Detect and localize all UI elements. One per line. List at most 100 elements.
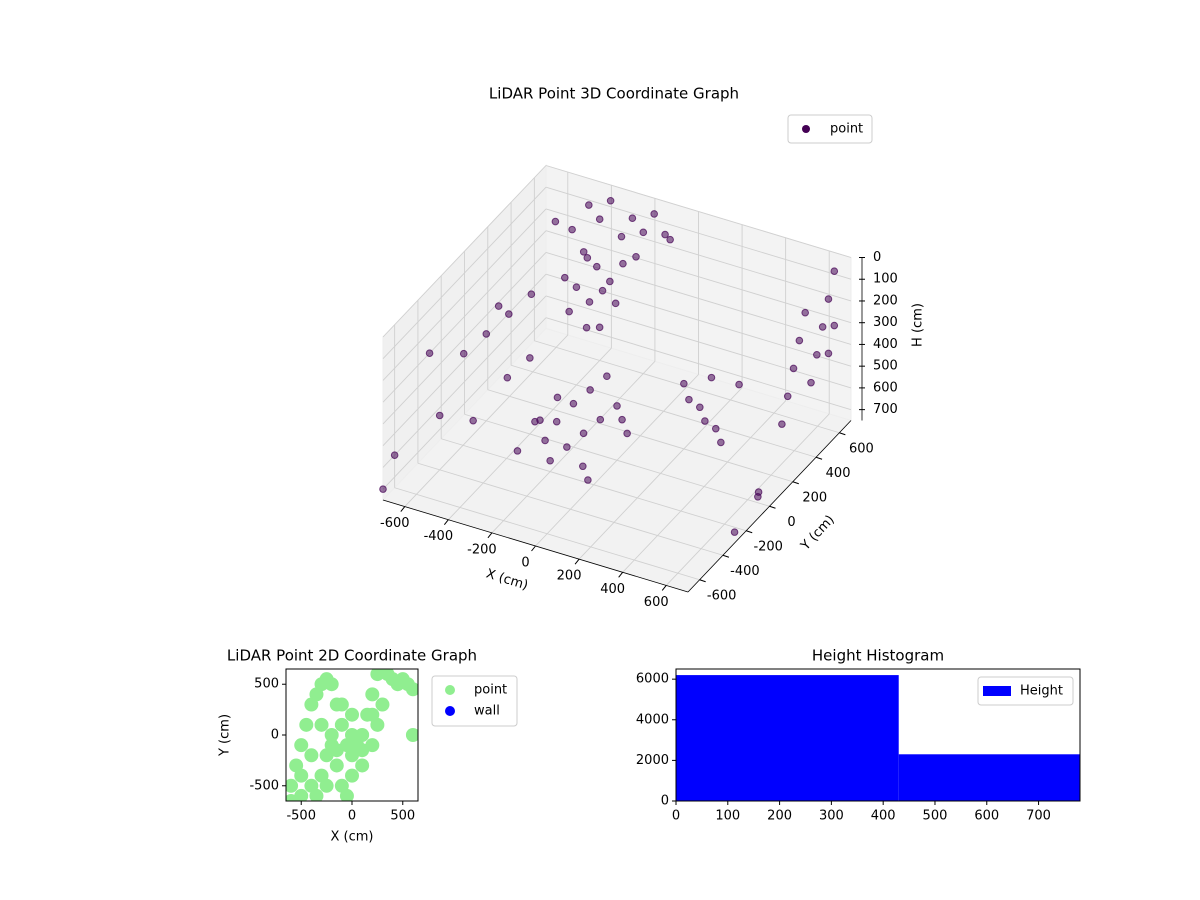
z-tick-label: 200 xyxy=(873,293,898,308)
point xyxy=(345,728,359,742)
point xyxy=(329,743,344,758)
y-tick-label: 6000 xyxy=(636,672,669,687)
point xyxy=(618,415,626,424)
y-tick-label: -200 xyxy=(753,539,783,554)
point xyxy=(628,214,637,222)
point xyxy=(685,395,693,404)
point xyxy=(405,682,418,697)
point xyxy=(286,778,299,793)
point xyxy=(613,402,621,410)
point xyxy=(603,372,611,381)
x-tick-label: -500 xyxy=(286,809,316,824)
point xyxy=(592,262,601,271)
point xyxy=(585,201,593,209)
y-tick-label: 0 xyxy=(661,794,669,809)
point xyxy=(546,456,554,465)
chart-title: LiDAR Point 2D Coordinate Graph xyxy=(227,647,477,665)
point xyxy=(623,429,631,438)
y-tick-label: 0 xyxy=(787,515,795,530)
point xyxy=(345,768,359,783)
y-tick-mark xyxy=(769,505,776,509)
point xyxy=(324,677,339,692)
z-tick-label: 500 xyxy=(873,359,898,374)
point xyxy=(379,485,387,493)
point xyxy=(425,349,434,358)
z-tick-label: 600 xyxy=(873,380,898,395)
x-tick-label: -400 xyxy=(424,529,454,544)
point xyxy=(494,302,503,310)
point xyxy=(619,259,627,268)
grid-line xyxy=(382,186,547,360)
point xyxy=(830,321,839,330)
legend-label: wall xyxy=(474,704,500,719)
point xyxy=(632,252,640,261)
point xyxy=(459,349,468,358)
point xyxy=(375,697,390,712)
point xyxy=(730,528,739,536)
x-axis-label: X (cm) xyxy=(331,830,374,845)
grid-line xyxy=(545,165,852,258)
y-axis-label: Y (cm) xyxy=(218,714,233,757)
point xyxy=(579,429,588,438)
point xyxy=(707,373,716,382)
point xyxy=(569,399,578,408)
point xyxy=(513,447,522,455)
point xyxy=(435,411,444,420)
grid-line xyxy=(382,273,547,446)
axes-frame xyxy=(675,668,1081,802)
point xyxy=(735,380,743,389)
point xyxy=(355,728,370,742)
point xyxy=(294,768,309,783)
y-tick-mark xyxy=(699,579,706,583)
point xyxy=(309,788,324,801)
grid-line xyxy=(464,413,770,507)
point xyxy=(334,697,349,712)
point xyxy=(527,290,536,299)
point xyxy=(754,488,763,496)
x-tick-mark xyxy=(443,519,449,526)
z-tick-label: 700 xyxy=(873,402,898,417)
point xyxy=(807,378,815,387)
point xyxy=(294,788,309,801)
grid-line xyxy=(382,252,547,425)
z-tick-label: 100 xyxy=(873,272,898,287)
legend-marker xyxy=(983,686,1011,696)
point xyxy=(339,788,354,801)
y-tick-mark xyxy=(839,432,846,436)
grid-line xyxy=(382,208,547,381)
legend-marker xyxy=(802,125,810,133)
point xyxy=(606,196,615,205)
point xyxy=(789,364,798,373)
grid-line xyxy=(417,462,724,556)
y-tick-mark xyxy=(746,530,753,534)
point xyxy=(611,299,620,308)
y-tick-label: -400 xyxy=(730,564,760,579)
y-tick-label: 0 xyxy=(271,728,279,743)
x-tick-label: 200 xyxy=(767,809,792,824)
x-tick-label: -600 xyxy=(380,516,410,531)
point xyxy=(390,451,399,459)
x-tick-mark xyxy=(661,585,667,591)
point xyxy=(405,728,418,742)
grid-line xyxy=(545,208,852,302)
grid-line xyxy=(394,487,700,581)
y-tick-mark xyxy=(815,456,823,460)
grid-line xyxy=(382,317,547,490)
x-tick-label: 0 xyxy=(348,809,356,824)
z-tick-label: 400 xyxy=(873,337,898,352)
grid-line xyxy=(510,364,817,458)
grid-line xyxy=(545,295,852,389)
point xyxy=(469,416,477,425)
point xyxy=(531,417,539,426)
point xyxy=(661,230,669,239)
y-tick-label: 400 xyxy=(826,466,851,481)
point xyxy=(505,310,513,318)
point xyxy=(596,415,605,424)
x-tick-mark xyxy=(400,506,406,512)
x-tick-label: 0 xyxy=(521,556,529,571)
point xyxy=(584,476,592,484)
legend-marker xyxy=(445,685,455,695)
point xyxy=(579,462,587,471)
point xyxy=(299,717,314,732)
